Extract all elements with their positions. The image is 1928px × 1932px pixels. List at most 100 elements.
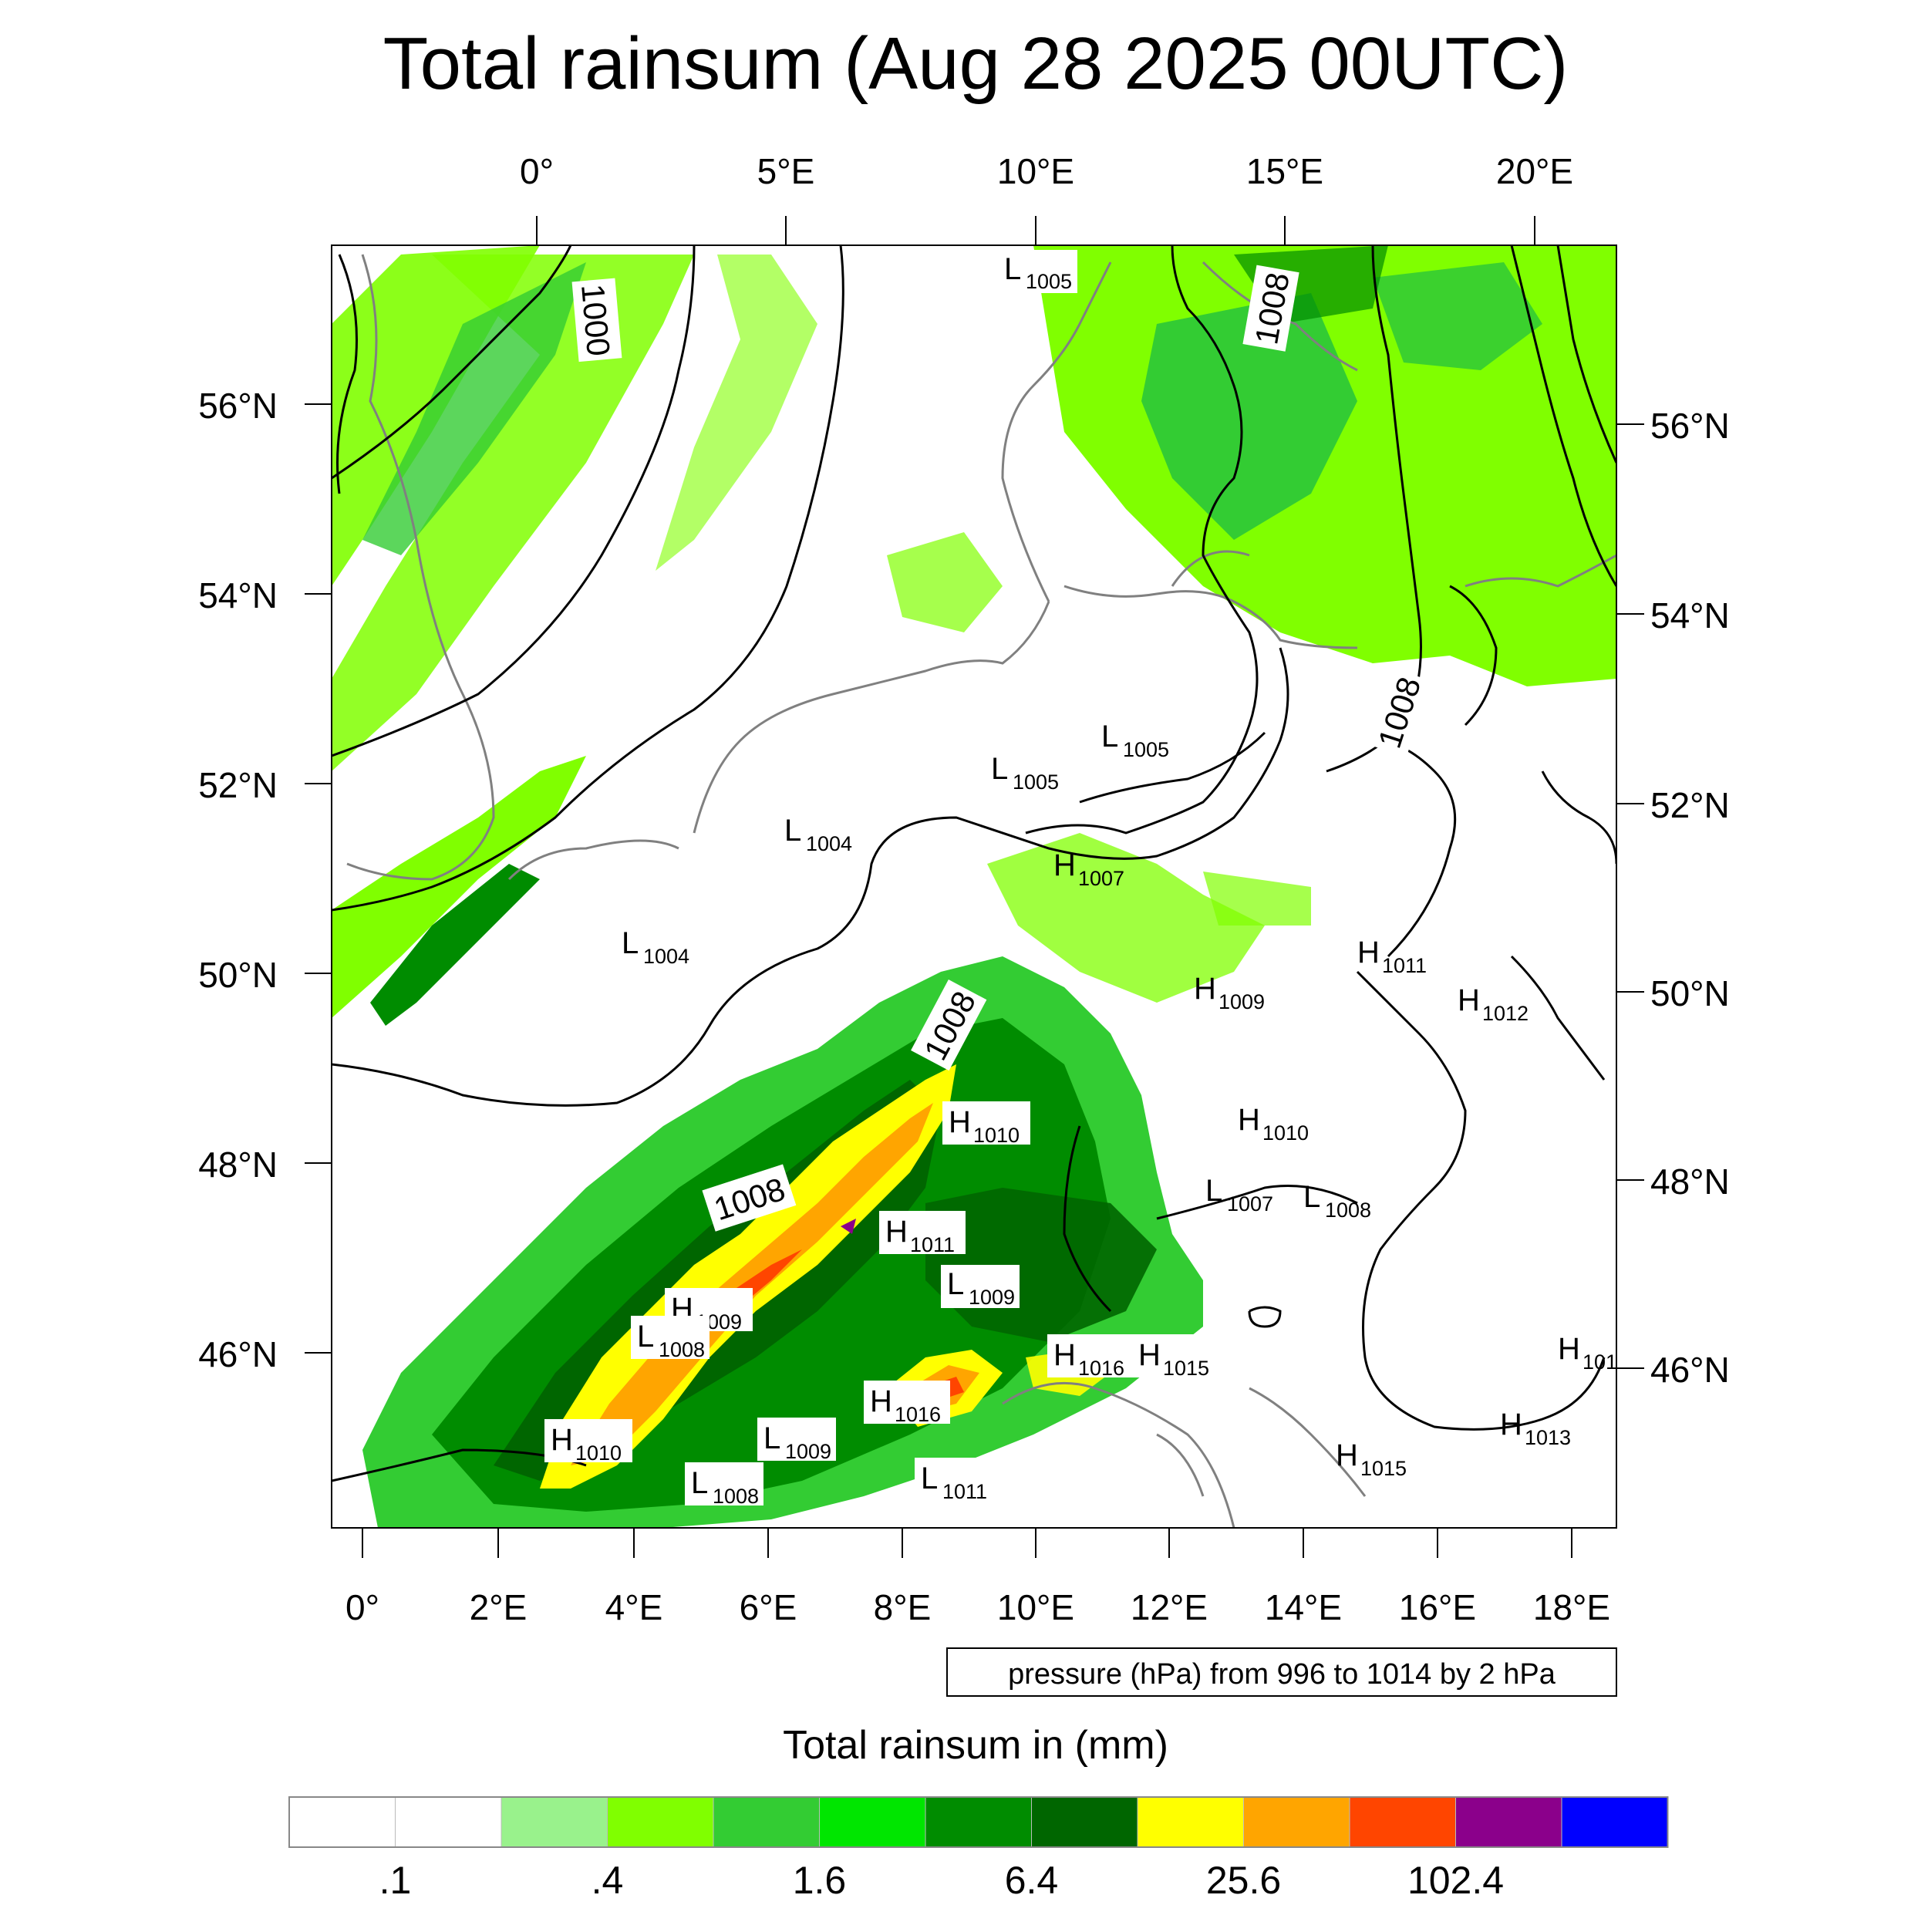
map-frame <box>331 244 1617 1529</box>
pressure-center-value: 1004 <box>806 832 852 855</box>
contour-label: 1000 <box>575 282 617 357</box>
pressure-center: H 1012 <box>1458 983 1529 1025</box>
pressure-center: H 1016 <box>864 1381 950 1426</box>
bottom-lon-label: 16°E <box>1399 1587 1476 1627</box>
pressure-center-value: 1010 <box>973 1124 1020 1147</box>
pressure-center: L 1005 <box>1101 720 1169 761</box>
pressure-center-value: 1009 <box>969 1286 1015 1309</box>
colorbar: Total rainsum in (mm) .1 .4 1.6 6.4 25.6 102.… <box>288 1723 1669 1902</box>
pressure-center: L 1009 <box>757 1418 836 1463</box>
colorbar-swatch <box>1243 1796 1350 1848</box>
colorbar-swatch <box>1349 1796 1456 1848</box>
pressure-center-type: L <box>1205 1174 1222 1208</box>
pressure-center: L 1008 <box>685 1462 763 1508</box>
map-area <box>332 245 1616 1528</box>
colorbar-swatch <box>607 1796 714 1848</box>
bottom-lon-label: 14°E <box>1265 1587 1342 1627</box>
pressure-center-type: H <box>1500 1408 1522 1441</box>
bottom-lon-label: 2°E <box>470 1587 528 1627</box>
colorbar-label: 25.6 <box>1206 1859 1281 1902</box>
right-lat-label: 46°N <box>1650 1350 1730 1390</box>
pressure-center-value: 1013 <box>1525 1426 1571 1449</box>
colorbar-swatch <box>925 1796 1032 1848</box>
pressure-center-value: 1011 <box>1382 954 1427 977</box>
colorbar-label: 6.4 <box>1005 1859 1059 1902</box>
pressure-center: H 1010 <box>1238 1103 1309 1145</box>
pressure-center-value: 1009 <box>1218 990 1265 1013</box>
pressure-center-type: H <box>885 1215 908 1249</box>
right-lat-label: 48°N <box>1650 1162 1730 1202</box>
pressure-center-value: 1010 <box>1262 1121 1309 1145</box>
pressure-center: L 1005 <box>991 752 1059 794</box>
colorbar-label: 102.4 <box>1407 1859 1504 1902</box>
pressure-center-type: L <box>763 1421 780 1455</box>
left-axis: 56°N 54°N 52°N 50°N 48°N 46°N <box>198 386 332 1374</box>
pressure-center: H 1011 <box>1357 936 1427 977</box>
pressure-center-type: H <box>1238 1103 1260 1137</box>
top-lon-label: 15°E <box>1246 151 1323 191</box>
colorbar-label: 1.6 <box>793 1859 847 1902</box>
pressure-center-type: H <box>1194 972 1216 1006</box>
pressure-center-value: 1007 <box>1227 1192 1273 1216</box>
bottom-lon-label: 8°E <box>874 1587 932 1627</box>
pressure-center-type: H <box>1458 983 1480 1017</box>
pressure-center-type: H <box>551 1423 573 1457</box>
rain-field <box>332 245 1616 1528</box>
left-lat-label: 48°N <box>198 1145 278 1185</box>
pressure-center-value: 1008 <box>659 1338 705 1361</box>
pressure-center: H 1010 <box>544 1419 632 1465</box>
colorbar-swatch <box>395 1796 502 1848</box>
bottom-lon-label: 6°E <box>740 1587 797 1627</box>
pressure-center-value: 1011 <box>942 1480 987 1503</box>
top-lon-label: 0° <box>520 151 554 191</box>
bottom-lon-label: 4°E <box>605 1587 663 1627</box>
top-axis: 0° 5°E 10°E 15°E 20°E <box>520 151 1573 245</box>
bottom-lon-label: 10°E <box>997 1587 1074 1627</box>
colorbar-swatch <box>1455 1796 1562 1848</box>
pressure-center: H 1007 <box>1053 848 1124 890</box>
bottom-lon-label: 18°E <box>1533 1587 1610 1627</box>
top-lon-label: 10°E <box>997 151 1074 191</box>
pressure-center: L 1005 <box>999 250 1077 293</box>
left-lat-label: 52°N <box>198 765 278 805</box>
pressure-center-value: 1004 <box>643 945 689 968</box>
colorbar-title: Total rainsum in (mm) <box>783 1723 1168 1768</box>
pressure-center-type: L <box>921 1462 938 1495</box>
isobars <box>332 245 1616 1482</box>
pressure-center-value: 1005 <box>1123 738 1169 761</box>
pressure-center-type: L <box>991 752 1008 786</box>
pressure-center: H 1013 <box>1500 1408 1571 1449</box>
pressure-center-value: 101 <box>1583 1350 1617 1374</box>
pressure-centers: L 1005 L 1005 L 1005 L 1004 H 1007 L 100… <box>544 250 1617 1508</box>
colorbar-label: .4 <box>592 1859 624 1902</box>
top-lon-label: 20°E <box>1496 151 1573 191</box>
pressure-center-type: L <box>947 1267 964 1301</box>
pressure-center-type: H <box>1357 936 1380 969</box>
pressure-center-value: 1012 <box>1482 1002 1529 1025</box>
pressure-center-value: 1008 <box>1325 1199 1371 1222</box>
colorbar-labels: .1 .4 1.6 6.4 25.6 102.4 <box>379 1859 1504 1902</box>
pressure-center-value: 1007 <box>1078 867 1124 890</box>
pressure-center: L 1011 <box>915 1458 993 1503</box>
colorbar-boxes <box>288 1796 1669 1848</box>
bottom-lon-label: 0° <box>345 1587 379 1627</box>
pressure-center-type: H <box>1558 1332 1580 1366</box>
pressure-center: H 1015 <box>1132 1334 1218 1380</box>
pressure-center-type: H <box>870 1384 892 1418</box>
pressure-center-value: 1009 <box>785 1440 831 1463</box>
right-lat-label: 56°N <box>1650 406 1730 446</box>
left-lat-label: 54°N <box>198 575 278 615</box>
pressure-center-type: L <box>1004 252 1021 286</box>
colorbar-swatch <box>501 1796 608 1848</box>
pressure-center-type: H <box>949 1105 971 1139</box>
pressure-center: L 1004 <box>622 926 689 968</box>
left-lat-label: 50°N <box>198 955 278 995</box>
pressure-center-type: L <box>1101 720 1118 754</box>
pressure-center: H 1010 <box>942 1101 1030 1147</box>
pressure-center: L 1004 <box>784 814 852 855</box>
pressure-center-value: 1005 <box>1026 270 1072 293</box>
pressure-center-type: L <box>1303 1180 1320 1214</box>
pressure-center-value: 1011 <box>910 1233 955 1256</box>
